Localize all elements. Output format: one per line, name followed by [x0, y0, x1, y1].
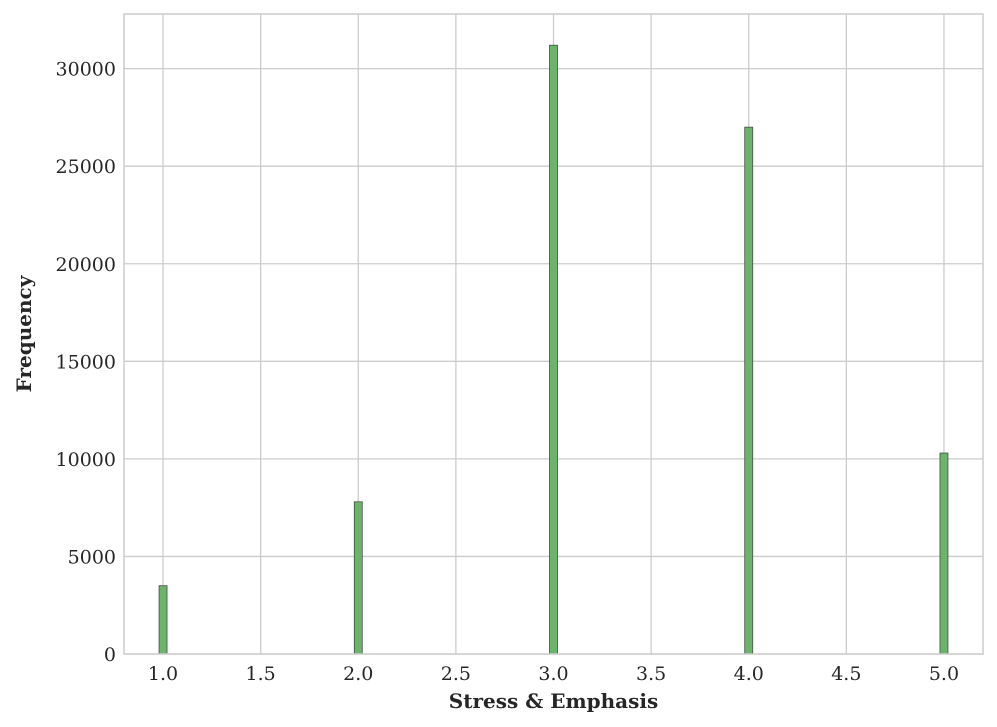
y-tick-label: 0 [104, 644, 116, 666]
y-axis-label: Frequency [12, 274, 36, 392]
y-tick-label: 30000 [56, 59, 116, 81]
x-tick-label: 1.0 [148, 663, 178, 685]
y-tick-label: 25000 [56, 156, 116, 178]
y-tick-labels: 0 5000 10000 15000 20000 25000 30000 [56, 59, 116, 666]
x-tick-label: 5.0 [929, 663, 959, 685]
bar [158, 585, 168, 655]
bars [158, 44, 949, 655]
bar [353, 501, 363, 655]
x-axis-label: Stress & Emphasis [449, 689, 658, 713]
bar [939, 452, 949, 655]
x-tick-label: 4.5 [831, 663, 861, 685]
y-tick-label: 10000 [56, 449, 116, 471]
x-tick-label: 3.0 [538, 663, 568, 685]
x-tick-label: 2.5 [441, 663, 471, 685]
plot-frame [123, 13, 984, 655]
x-tick-labels: 1.0 1.5 2.0 2.5 3.0 3.5 4.0 4.5 5.0 [148, 663, 959, 685]
y-tick-label: 15000 [56, 351, 116, 373]
y-tick-label: 5000 [68, 546, 116, 568]
x-tick-label: 4.0 [734, 663, 764, 685]
x-tick-label: 2.0 [343, 663, 373, 685]
y-tick-label: 20000 [56, 254, 116, 276]
x-tick-label: 1.5 [246, 663, 276, 685]
x-tick-label: 3.5 [636, 663, 666, 685]
bar [549, 44, 558, 655]
bar [744, 126, 754, 655]
